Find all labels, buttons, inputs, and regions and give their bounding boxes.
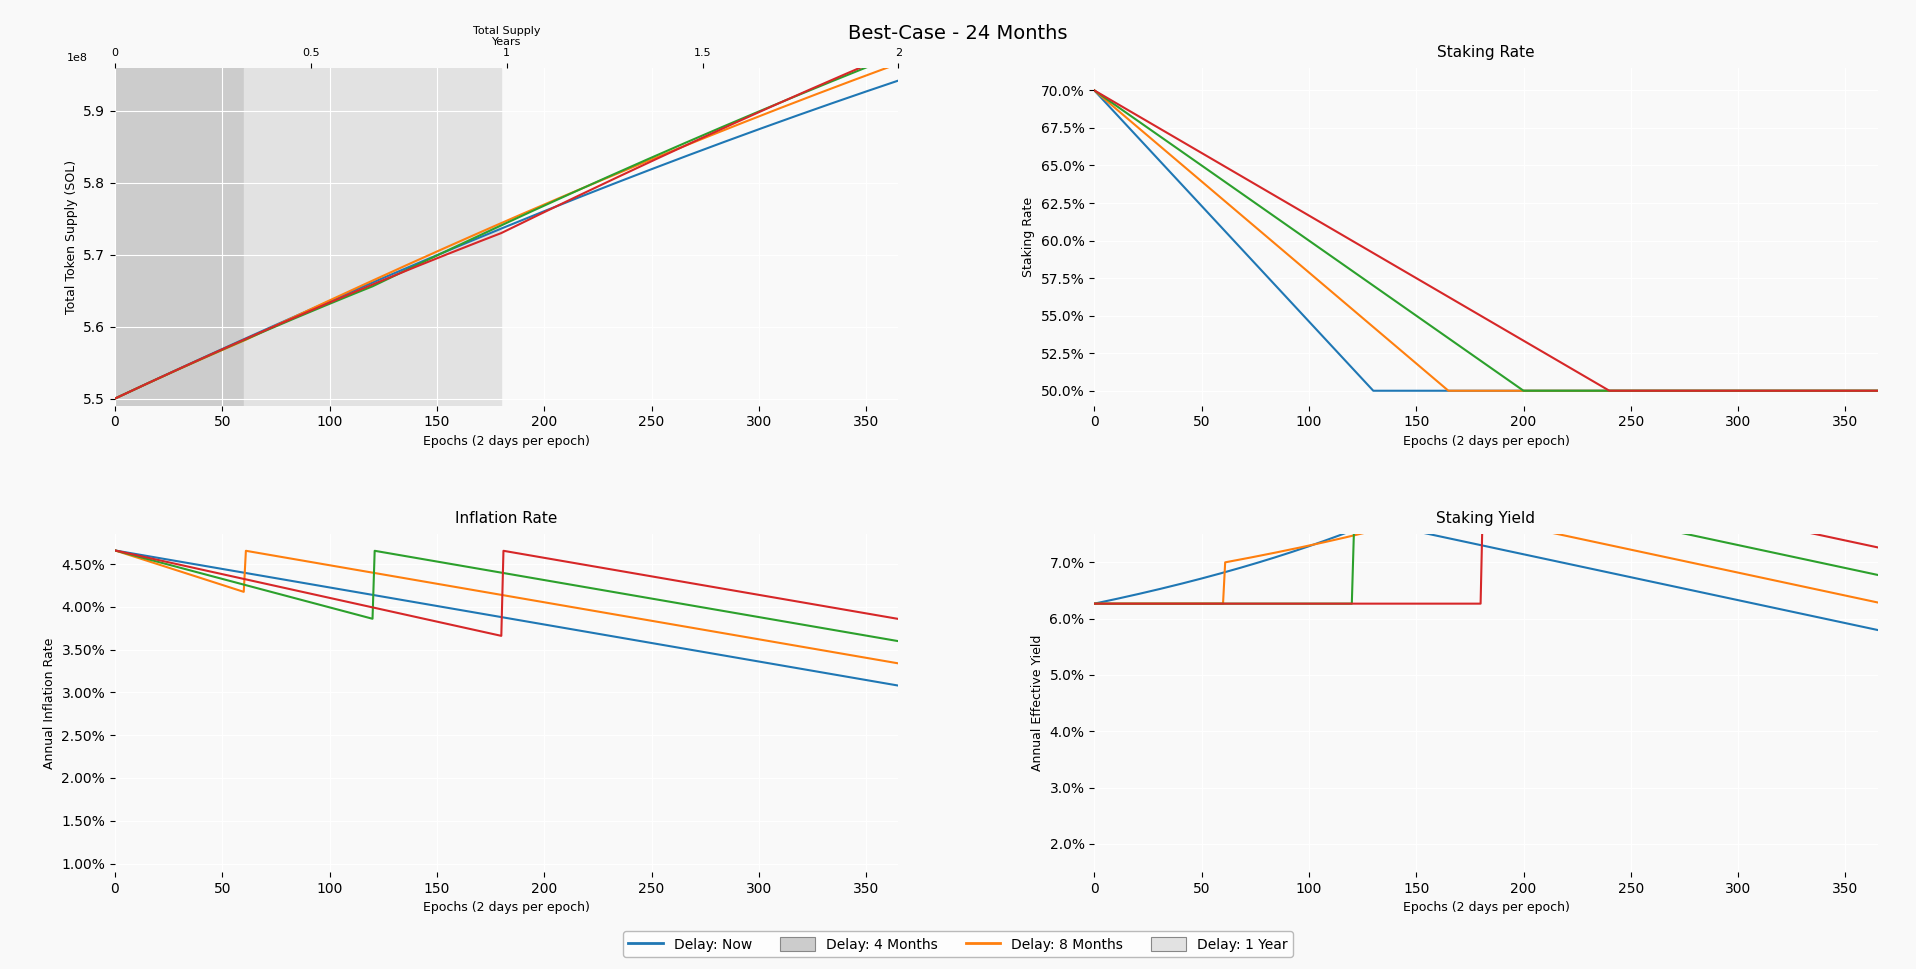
X-axis label: Epochs (2 days per epoch): Epochs (2 days per epoch) <box>423 901 590 915</box>
X-axis label: Epochs (2 days per epoch): Epochs (2 days per epoch) <box>1403 901 1569 915</box>
Text: Best-Case - 24 Months: Best-Case - 24 Months <box>849 24 1067 44</box>
Title: Inflation Rate: Inflation Rate <box>456 511 558 526</box>
Y-axis label: Annual Effective Yield: Annual Effective Yield <box>1031 635 1044 771</box>
Title: Staking Rate: Staking Rate <box>1437 45 1535 60</box>
X-axis label: Total Supply
Years: Total Supply Years <box>473 26 540 47</box>
X-axis label: Epochs (2 days per epoch): Epochs (2 days per epoch) <box>423 435 590 448</box>
X-axis label: Epochs (2 days per epoch): Epochs (2 days per epoch) <box>1403 435 1569 448</box>
Text: 1e8: 1e8 <box>67 53 88 63</box>
Title: Staking Yield: Staking Yield <box>1437 511 1535 526</box>
Y-axis label: Annual Inflation Rate: Annual Inflation Rate <box>42 638 56 768</box>
Bar <box>115 68 243 406</box>
Y-axis label: Staking Rate: Staking Rate <box>1021 197 1035 277</box>
Bar <box>243 68 502 406</box>
Y-axis label: Total Token Supply (SOL): Total Token Supply (SOL) <box>65 160 79 314</box>
Legend: Delay: Now, Delay: 4 Months, Delay: 8 Months, Delay: 1 Year: Delay: Now, Delay: 4 Months, Delay: 8 Mo… <box>623 931 1293 957</box>
